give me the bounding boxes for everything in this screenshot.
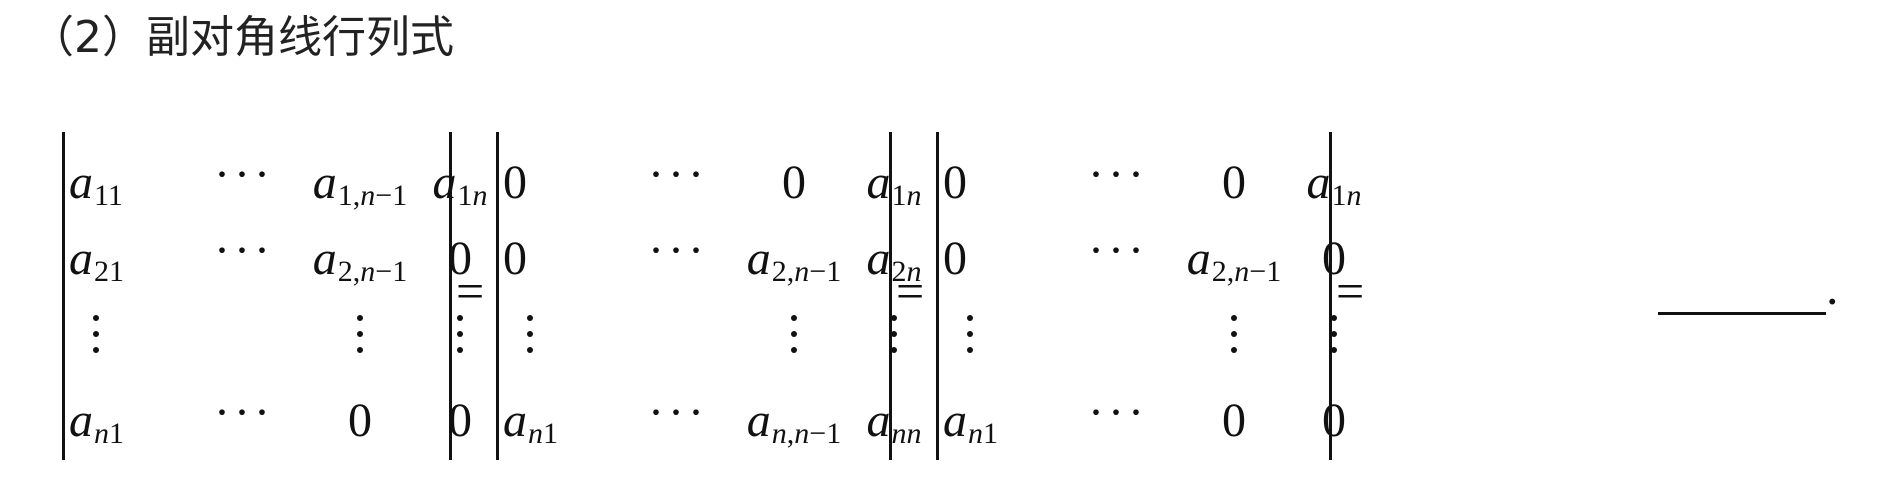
matrix-entry: a 1,n−1 bbox=[312, 155, 408, 213]
matrix-entry: 0 bbox=[943, 231, 967, 285]
equals-sign-2: = bbox=[896, 263, 925, 319]
matrix-entry: 0 bbox=[1322, 393, 1346, 447]
matrix-entry: ··· bbox=[648, 385, 708, 439]
matrix-entry: a 21 bbox=[69, 231, 124, 289]
matrix-entry: a 2n bbox=[866, 231, 922, 289]
matrix-entry bbox=[385, 294, 535, 374]
matrix-entry: ··· bbox=[214, 385, 274, 439]
matrix-entry bbox=[943, 294, 1057, 374]
matrix-entry: ··· bbox=[214, 147, 274, 201]
matrix-entry: 0 bbox=[1322, 231, 1346, 285]
matrix-entry: 0 bbox=[503, 155, 527, 209]
matrix-entry: ··· bbox=[648, 223, 708, 277]
matrix-entry bbox=[1159, 294, 1309, 374]
section-heading: （2）副对角线行列式 bbox=[30, 12, 454, 63]
matrix-entry: ··· bbox=[1088, 385, 1148, 439]
matrix-entry: 0 bbox=[348, 393, 372, 447]
matrix-entry bbox=[819, 294, 969, 374]
equals-sign-1: = bbox=[456, 263, 485, 319]
answer-blank[interactable] bbox=[1658, 312, 1826, 315]
equals-sign-3: = bbox=[1336, 263, 1365, 319]
matrix-entry: a nn bbox=[866, 393, 922, 451]
period: . bbox=[1826, 259, 1839, 315]
matrix-entry: 0 bbox=[1222, 393, 1246, 447]
matrix-entry bbox=[1259, 294, 1409, 374]
matrix-entry: ··· bbox=[214, 223, 274, 277]
matrix-entry bbox=[719, 294, 869, 374]
determinant-1: a 11 ··· a 1,n−1 a 1n a 21 ··· a 2,n−1 0 a n1 ··· 0 0 bbox=[62, 132, 488, 460]
matrix-entry: 0 bbox=[782, 155, 806, 209]
matrix-entry: a n1 bbox=[69, 393, 124, 451]
matrix-entry: 0 bbox=[448, 231, 472, 285]
matrix-entry: 0 bbox=[943, 155, 967, 209]
matrix-entry: a n,n−1 bbox=[746, 393, 842, 451]
matrix-entry: ··· bbox=[1088, 223, 1148, 277]
matrix-entry: ··· bbox=[648, 147, 708, 201]
matrix-entry: a 1n bbox=[1306, 155, 1362, 213]
matrix-entry: ··· bbox=[1088, 147, 1148, 201]
matrix-entry: 0 bbox=[448, 393, 472, 447]
matrix-entry: a 11 bbox=[69, 155, 123, 213]
determinant-2: 0 ··· 0 a 1n 0 ··· a 2,n−1 a 2n a n1 ··· a n,n−1 a nn bbox=[496, 132, 922, 460]
matrix-entry bbox=[285, 294, 435, 374]
matrix-entry: a n1 bbox=[943, 393, 998, 451]
determinant-3: 0 ··· 0 a 1n 0 ··· a 2,n−1 0 a n1 ··· 0 0 bbox=[936, 132, 1362, 460]
matrix-entry: a 2,n−1 bbox=[746, 231, 842, 289]
matrix-entry: 0 bbox=[503, 231, 527, 285]
matrix-entry: a 2,n−1 bbox=[1186, 231, 1282, 289]
matrix-entry bbox=[69, 294, 183, 374]
matrix-entry: a 2,n−1 bbox=[312, 231, 408, 289]
matrix-entry: a 1n bbox=[432, 155, 488, 213]
matrix-entry: 0 bbox=[1222, 155, 1246, 209]
matrix-entry: a 1n bbox=[866, 155, 922, 213]
matrix-entry: a n1 bbox=[503, 393, 558, 451]
matrix-entry bbox=[503, 294, 617, 374]
